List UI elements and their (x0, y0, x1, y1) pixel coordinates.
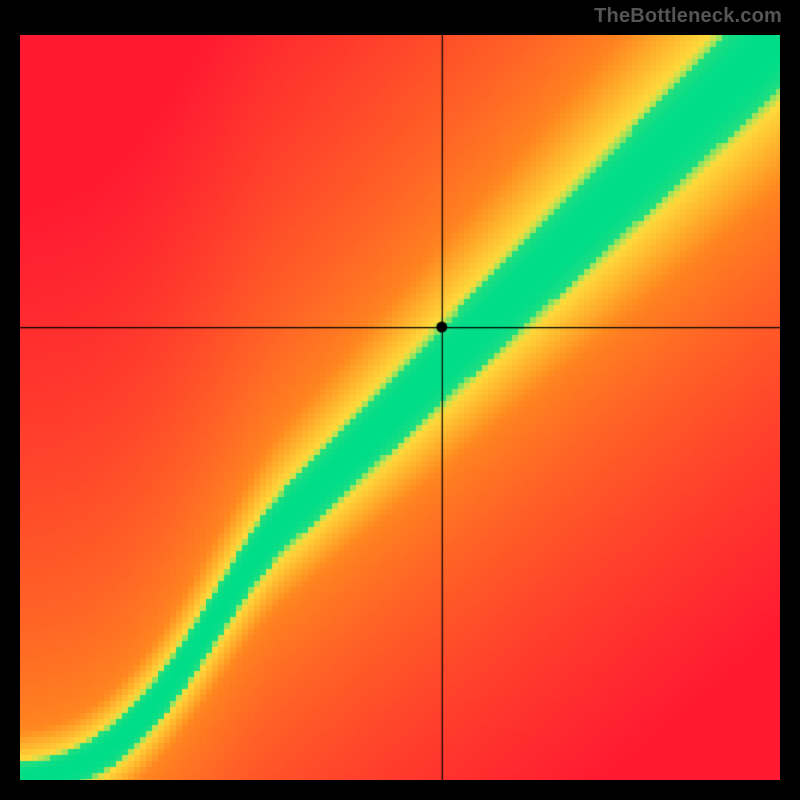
watermark-text: TheBottleneck.com (594, 5, 782, 28)
bottleneck-heatmap (20, 35, 780, 780)
